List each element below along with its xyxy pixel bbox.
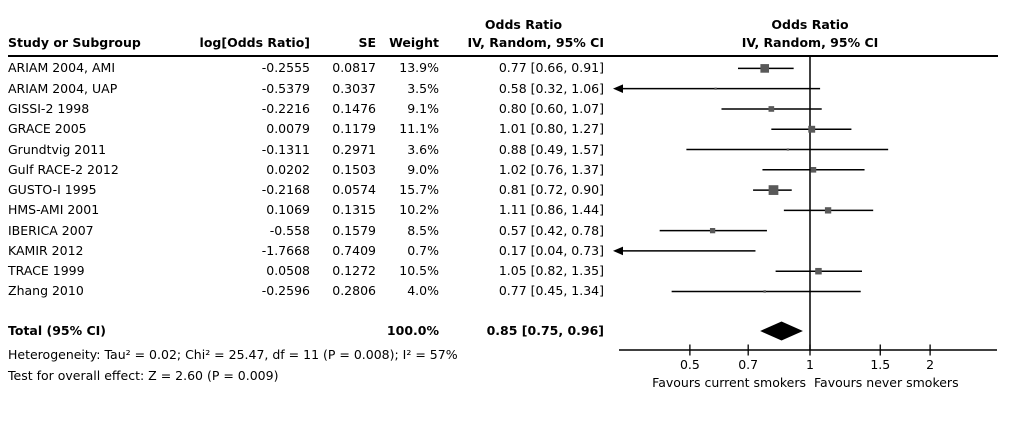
total-ci: 0.85 [0.75, 0.96] [486,323,604,338]
tick-label: 2 [926,357,934,372]
log-odds-ratio-value: -0.5379 [261,80,310,96]
header-rule [8,55,998,57]
heterogeneity-text: Heterogeneity: Tau² = 0.02; Chi² = 25.47… [8,347,458,362]
log-odds-ratio-value: -0.2555 [261,60,310,76]
study-name: TRACE 1999 [8,263,85,279]
weight-value: 4.0% [407,283,439,299]
se-value: 0.7409 [332,242,376,258]
col-header-log-odds-ratio: log[Odds Ratio] [199,35,310,50]
col-header-se: SE [358,35,376,50]
log-odds-ratio-value: -0.558 [269,222,310,238]
weight-value: 11.1% [399,121,439,137]
se-value: 0.1315 [332,202,376,218]
log-odds-ratio-value: -1.7668 [261,242,310,258]
table-row: HMS-AMI 2001 0.1069 0.1315 10.2% 1.11 [0.86,… [0,200,1024,220]
study-name: ARIAM 2004, AMI [8,60,116,76]
total-label: Total (95% CI) [8,323,107,338]
ci-value: 0.57 [0.42, 0.78] [498,222,604,238]
ci-value: 1.01 [0.80, 1.27] [498,121,604,137]
tick-label: 1.5 [870,357,890,372]
study-name: KAMIR 2012 [8,242,84,258]
log-odds-ratio-value: 0.0202 [266,161,310,177]
study-name: Zhang 2010 [8,283,84,299]
weight-value: 15.7% [399,182,439,198]
col-header-study: Study or Subgroup [8,35,141,50]
study-name: IBERICA 2007 [8,222,94,238]
se-value: 0.3037 [332,80,376,96]
log-odds-ratio-value: -0.2168 [261,182,310,198]
overall-effect-text: Test for overall effect: Z = 2.60 (P = 0… [8,368,279,383]
ci-value: 0.77 [0.66, 0.91] [498,60,604,76]
table-row: ARIAM 2004, UAP -0.5379 0.3037 3.5% 0.58 [0.… [0,79,1024,99]
se-value: 0.1179 [332,121,376,137]
favours-right-label: Favours never smokers [814,375,959,390]
ci-value: 0.81 [0.72, 0.90] [498,182,604,198]
study-name: Grundtvig 2011 [8,141,107,157]
weight-value: 8.5% [407,222,439,238]
col-header-weight: Weight [389,35,439,50]
table-row: GRACE 2005 0.0079 0.1179 11.1% 1.01 [0.80, 1… [0,119,1024,139]
se-value: 0.1579 [332,222,376,238]
study-name: GUSTO-I 1995 [8,182,97,198]
table-row: GUSTO-I 1995 -0.2168 0.0574 15.7% 0.81 [0.72… [0,180,1024,200]
favours-left-label: Favours current smokers [652,375,806,390]
weight-value: 9.1% [407,100,439,116]
tick-label: 0.7 [738,357,758,372]
log-odds-ratio-value: 0.0079 [266,121,310,137]
study-name: GRACE 2005 [8,121,87,137]
ci-value: 0.88 [0.49, 1.57] [498,141,604,157]
total-row: Total (95% CI) 100.0% 0.85 [0.75, 0.96] [0,321,1024,341]
log-odds-ratio-value: 0.1069 [266,202,310,218]
se-value: 0.1476 [332,100,376,116]
se-value: 0.1503 [332,161,376,177]
log-odds-ratio-value: 0.0508 [266,263,310,279]
table-row: KAMIR 2012 -1.7668 0.7409 0.7% 0.17 [0.04, 0… [0,241,1024,261]
weight-value: 13.9% [399,60,439,76]
col-header-ci: IV, Random, 95% CI [467,35,604,50]
table-row: Zhang 2010 -0.2596 0.2806 4.0% 0.77 [0.45, 1… [0,281,1024,301]
plot-header-odds-ratio: Odds Ratio [771,17,849,32]
weight-value: 0.7% [407,242,439,258]
weight-value: 10.2% [399,202,439,218]
study-name: Gulf RACE-2 2012 [8,161,119,177]
log-odds-ratio-value: -0.1311 [261,141,310,157]
log-odds-ratio-value: -0.2596 [261,283,310,299]
ci-value: 1.02 [0.76, 1.37] [498,161,604,177]
se-value: 0.2806 [332,283,376,299]
log-odds-ratio-value: -0.2216 [261,100,310,116]
se-value: 0.0574 [332,182,376,198]
plot-header-ci: IV, Random, 95% CI [741,35,879,50]
table-row: ARIAM 2004, AMI -0.2555 0.0817 13.9% 0.77 [0… [0,58,1024,78]
weight-value: 9.0% [407,161,439,177]
ci-value: 0.80 [0.60, 1.07] [498,100,604,116]
weight-value: 10.5% [399,263,439,279]
ci-value: 0.58 [0.32, 1.06] [498,80,604,96]
tick-label: 1 [806,357,814,372]
ci-value: 1.05 [0.82, 1.35] [498,263,604,279]
se-value: 0.1272 [332,263,376,279]
table-row: Gulf RACE-2 2012 0.0202 0.1503 9.0% 1.02 [0.… [0,160,1024,180]
tick-label: 0.5 [680,357,700,372]
ci-value: 1.11 [0.86, 1.44] [498,202,604,218]
study-name: ARIAM 2004, UAP [8,80,118,96]
ci-value: 0.17 [0.04, 0.73] [498,242,604,258]
ci-value: 0.77 [0.45, 1.34] [498,283,604,299]
table-row: TRACE 1999 0.0508 0.1272 10.5% 1.05 [0.82, 1… [0,261,1024,281]
se-value: 0.2971 [332,141,376,157]
weight-value: 3.6% [407,141,439,157]
total-weight: 100.0% [386,323,439,338]
weight-value: 3.5% [407,80,439,96]
col-header-odds-ratio: Odds Ratio [484,17,563,32]
se-value: 0.0817 [332,60,376,76]
table-row: IBERICA 2007 -0.558 0.1579 8.5% 0.57 [0.42, … [0,221,1024,241]
study-name: HMS-AMI 2001 [8,202,100,218]
table-row: Grundtvig 2011 -0.1311 0.2971 3.6% 0.88 [0.4… [0,140,1024,160]
study-name: GISSI-2 1998 [8,100,90,116]
table-row: GISSI-2 1998 -0.2216 0.1476 9.1% 0.80 [0.60,… [0,99,1024,119]
